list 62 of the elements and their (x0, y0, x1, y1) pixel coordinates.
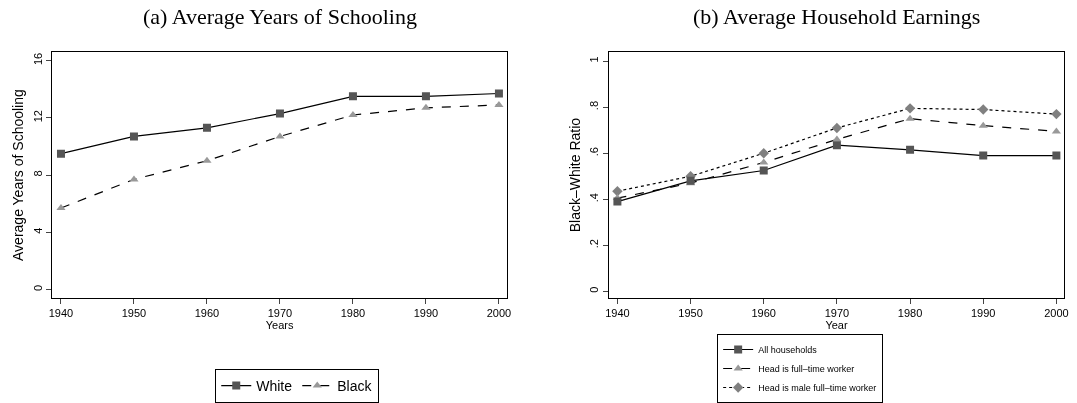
x-tick-label: 1980 (897, 307, 923, 320)
chart-title: (b) Average Household Earnings (693, 4, 981, 29)
point (612, 186, 623, 197)
point (906, 145, 915, 154)
y-tick-label: 1 (588, 56, 601, 63)
x-tick-label: 1990 (413, 307, 439, 320)
x-tick-label: 1970 (267, 307, 293, 320)
point (1052, 151, 1061, 160)
point (56, 204, 66, 211)
point (494, 100, 504, 107)
y-tick-label: 8 (31, 170, 44, 177)
x-tick-label: 1970 (824, 307, 850, 320)
y-tick-label: .8 (588, 100, 601, 111)
point (613, 197, 622, 206)
y-tick-label: 12 (31, 110, 44, 123)
y-axis-title: Black–White Ratio (566, 117, 583, 233)
point (1051, 108, 1062, 120)
point (421, 103, 431, 110)
x-axis-title: Years (265, 319, 294, 332)
x-tick-label: 1950 (121, 307, 147, 320)
point (129, 132, 138, 141)
legend-label: White (256, 378, 293, 395)
x-tick-label: 1980 (340, 307, 366, 320)
point (831, 122, 843, 134)
point (978, 121, 988, 128)
x-tick-label: 2000 (486, 307, 512, 320)
y-tick-label: 16 (31, 52, 44, 66)
chart-title: (a) Average Years of Schooling (143, 4, 417, 29)
point (421, 92, 430, 101)
point (978, 104, 989, 115)
point (275, 109, 284, 118)
legend-label: Black (337, 378, 373, 395)
y-axis-title: Average Years of Schooling (10, 89, 27, 261)
legend-label: All households (758, 345, 818, 356)
point (758, 148, 769, 159)
y-tick-label: 0 (588, 286, 601, 293)
x-tick-label: 1950 (678, 307, 703, 320)
point (905, 114, 915, 121)
point (832, 141, 841, 150)
y-tick-label: .6 (588, 146, 601, 157)
x-axis-title: Year (825, 319, 848, 332)
point (202, 123, 211, 132)
y-tick-label: 4 (31, 227, 44, 234)
x-tick-label: 1960 (751, 307, 776, 320)
x-tick-label: 1940 (48, 307, 74, 320)
point (348, 110, 358, 117)
y-tick-label: 0 (31, 284, 44, 292)
point (56, 149, 65, 158)
y-tick-label: .2 (588, 239, 601, 249)
legend-label: Head is male full–time worker (758, 383, 877, 394)
point (904, 103, 916, 114)
point (202, 156, 212, 163)
x-tick-label: 1990 (970, 307, 996, 320)
y-tick-label: .4 (588, 193, 601, 203)
point (759, 166, 768, 175)
x-tick-label: 1940 (605, 307, 630, 320)
point (979, 151, 988, 160)
legend-label: Head is full–time worker (758, 364, 855, 375)
point (494, 89, 503, 98)
point (348, 92, 357, 101)
x-tick-label: 2000 (1044, 307, 1069, 320)
x-tick-label: 1960 (194, 307, 220, 320)
